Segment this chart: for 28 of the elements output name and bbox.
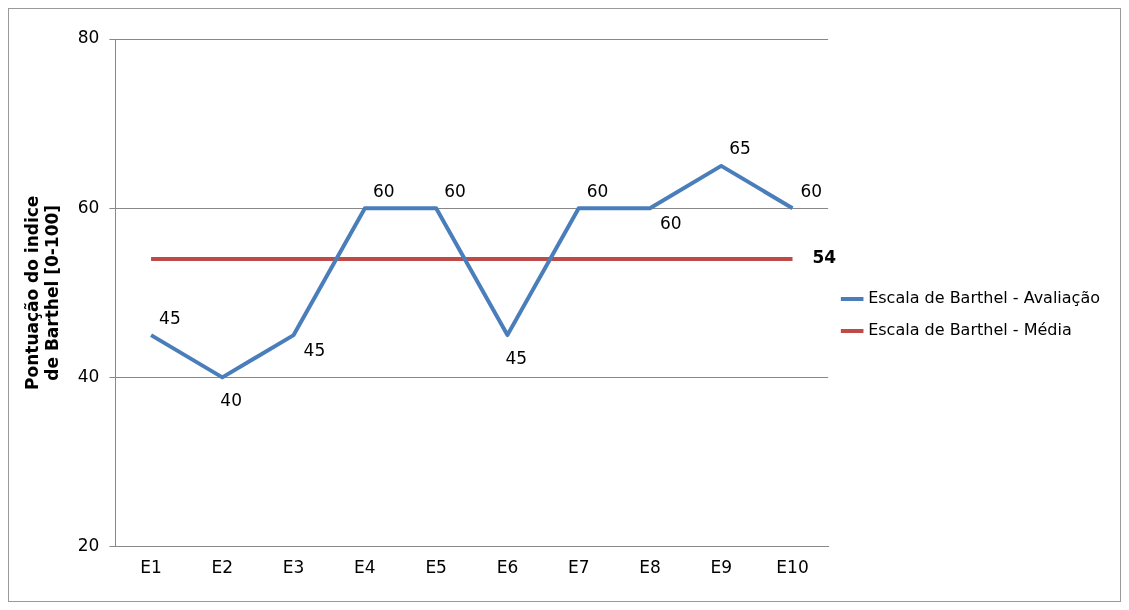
x-tick-label: E8	[639, 557, 661, 578]
data-label: 60	[586, 180, 609, 201]
x-tick-label: E1	[140, 557, 162, 578]
data-label: 65	[729, 138, 751, 159]
data-label: 45	[303, 339, 326, 360]
data-label: 60	[372, 180, 395, 201]
data-label: 60	[659, 212, 682, 233]
x-tick-label: E4	[354, 557, 376, 578]
y-tick-label: 80	[77, 27, 100, 48]
x-tick-label: E5	[425, 557, 447, 578]
x-tick-label: E7	[567, 557, 590, 578]
x-tick-label: E10	[776, 557, 809, 578]
x-tick-label: E2	[211, 557, 234, 578]
legend-label: Escala de Barthel - Média	[868, 320, 1072, 340]
y-axis-title: Pontuação do indice de Barthel [0-100]	[21, 195, 63, 390]
data-label: 54	[812, 247, 837, 268]
x-tick-label: E6	[496, 557, 519, 578]
data-label: 60	[444, 180, 466, 201]
data-label: 40	[220, 389, 242, 410]
y-tick-label: 60	[77, 196, 100, 217]
x-tick-label: E3	[282, 557, 305, 578]
x-tick-label: E9	[710, 557, 733, 578]
y-tick-label: 20	[77, 535, 100, 556]
data-label: 60	[800, 180, 823, 201]
data-label: 45	[159, 307, 181, 328]
legend-label: Escala de Barthel - Avaliação	[868, 288, 1100, 308]
data-label: 45	[505, 347, 528, 368]
y-tick-label: 40	[77, 365, 100, 386]
